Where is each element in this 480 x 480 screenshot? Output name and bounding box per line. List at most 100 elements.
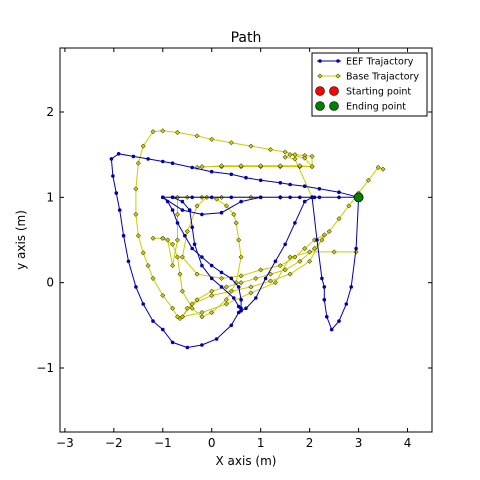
eef-point — [337, 319, 341, 323]
eef-point — [325, 315, 329, 319]
y-tick-label: 0 — [46, 276, 54, 290]
eef-point — [229, 172, 234, 177]
base-point — [267, 278, 274, 284]
base-point — [292, 254, 298, 260]
base-point — [218, 163, 225, 169]
eef-point — [209, 276, 214, 281]
base-point — [336, 216, 342, 222]
x-tick-label: 3 — [355, 436, 363, 450]
y-tick-label: 1 — [46, 190, 54, 204]
x-tick-label: 0 — [208, 436, 216, 450]
base-point — [184, 305, 190, 311]
base-point — [319, 237, 325, 243]
eef-point — [239, 309, 243, 313]
base-point — [307, 258, 313, 264]
eef-point — [200, 263, 204, 268]
base-point — [297, 163, 303, 169]
eef-point — [165, 199, 170, 204]
base-point — [282, 149, 288, 155]
eef-point — [131, 154, 136, 159]
base-point — [287, 254, 293, 260]
base-point — [189, 301, 195, 307]
eef-point — [161, 195, 165, 200]
eef-point — [146, 157, 150, 161]
base-point — [174, 129, 181, 136]
base-point — [150, 235, 156, 241]
base-point — [174, 237, 181, 243]
base-point — [179, 314, 185, 320]
eef-point — [236, 285, 241, 289]
base-point — [223, 203, 229, 209]
eef-point — [214, 337, 219, 341]
base-point — [209, 309, 215, 316]
eef-point — [126, 259, 131, 264]
base-point — [160, 128, 166, 134]
eef-point — [180, 208, 185, 212]
base-point — [309, 153, 315, 159]
base-point — [160, 235, 166, 241]
base-point — [194, 271, 200, 277]
base-point — [223, 301, 229, 307]
base-point — [133, 211, 139, 217]
base-point — [287, 152, 293, 158]
eef-point — [209, 169, 214, 174]
legend-marker-eef-b — [336, 59, 340, 63]
base-point — [199, 314, 205, 320]
base-point — [248, 290, 254, 296]
base-point — [258, 163, 264, 169]
base-point — [326, 228, 332, 235]
legend-marker-start-a — [315, 86, 325, 96]
base-point — [199, 309, 205, 316]
legend-label-end: Ending point — [346, 102, 406, 113]
base-point — [231, 211, 237, 217]
base-point — [282, 267, 288, 273]
eef-point — [117, 208, 122, 212]
plot-frame — [59, 47, 433, 433]
eef-point — [134, 285, 138, 289]
base-point — [302, 245, 308, 252]
eef-point — [263, 276, 268, 281]
base-point — [238, 163, 244, 169]
base-point — [209, 288, 215, 294]
base-point — [267, 146, 274, 153]
eef-point — [349, 285, 354, 289]
base-point — [174, 211, 181, 217]
eef-point — [161, 159, 165, 164]
base-point — [287, 271, 293, 277]
base-point — [179, 254, 185, 260]
y-tick-label: −1 — [36, 361, 54, 375]
eef-point — [183, 233, 187, 238]
eef-point — [170, 195, 175, 200]
base-point — [223, 284, 229, 290]
base-point — [209, 292, 215, 299]
eef-point — [344, 302, 349, 306]
base-point — [170, 305, 176, 311]
base-point — [179, 288, 185, 294]
eef-point — [283, 242, 288, 247]
eef-point — [229, 195, 234, 200]
eef-point — [209, 195, 214, 200]
x-tick-label: 4 — [404, 436, 412, 450]
ticks-layer: −3 −2 −1 0 1 2 3 4 −1 0 1 2 — [36, 48, 432, 450]
eef-point — [200, 255, 204, 259]
eef-point — [288, 182, 292, 187]
legend-entry-start: Starting point — [315, 86, 411, 98]
base-point — [365, 177, 371, 183]
base-point — [331, 249, 337, 255]
base-point — [145, 263, 151, 269]
eef-point — [315, 238, 319, 242]
series-line-eef — [110, 153, 360, 349]
eef-point — [293, 221, 297, 225]
eef-point — [190, 246, 194, 251]
eef-point — [209, 263, 214, 268]
x-tick-label: −2 — [105, 436, 123, 450]
x-tick-label: −1 — [154, 436, 172, 450]
base-point — [209, 136, 215, 142]
base-point — [174, 254, 181, 260]
legend-marker-end-a — [315, 101, 325, 111]
base-point — [380, 166, 386, 172]
base-point — [199, 164, 205, 170]
legend-label-eef: EEF Trajactory — [346, 57, 414, 68]
eef-point — [114, 191, 119, 195]
